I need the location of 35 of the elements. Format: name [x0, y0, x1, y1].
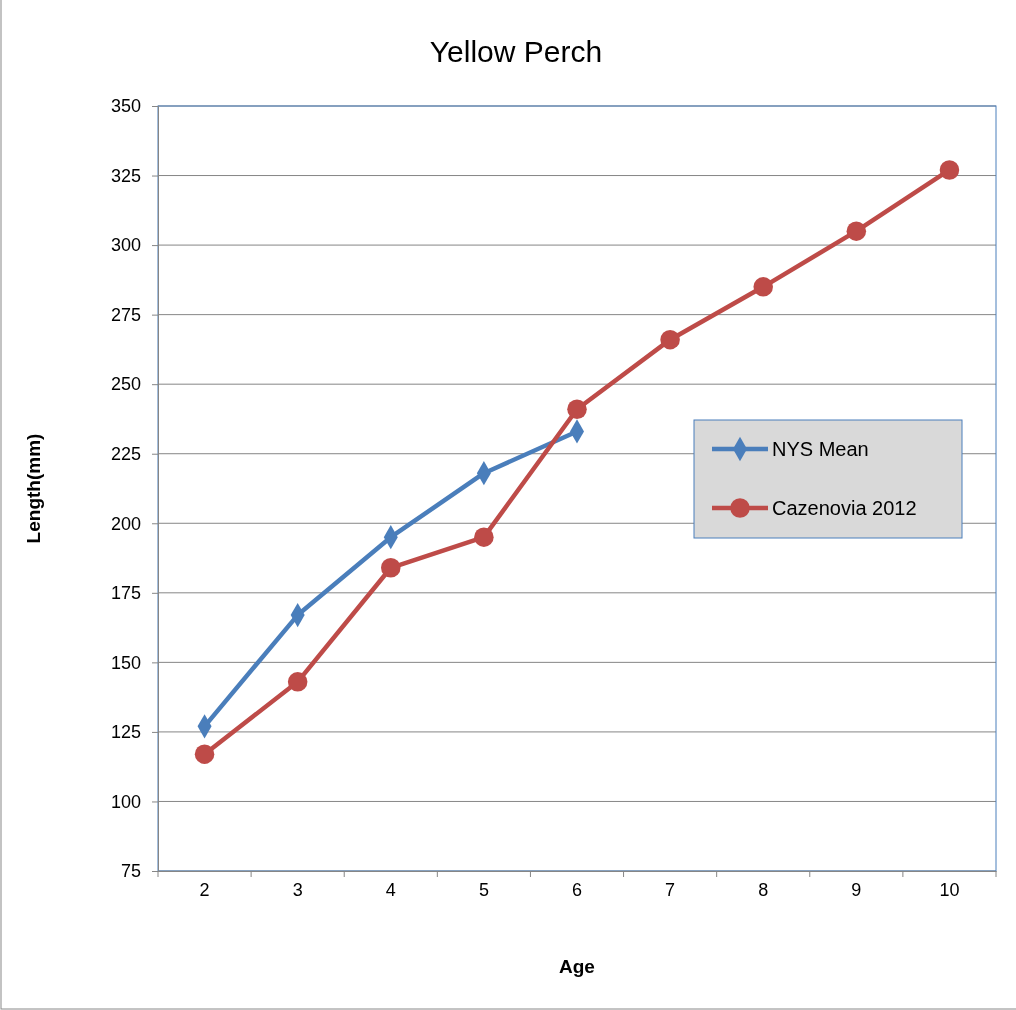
- y-tick-label: 75: [120, 861, 141, 882]
- point: [939, 160, 960, 180]
- y-tick-label: 250: [110, 374, 141, 395]
- x-axis-title: Age: [559, 956, 595, 977]
- point: [660, 329, 680, 350]
- chart-title: Yellow Perch: [429, 35, 603, 68]
- y-tick-label: 125: [110, 722, 141, 743]
- y-tick-label: 225: [110, 443, 141, 464]
- y-tick-label: 300: [110, 235, 141, 256]
- legend-label: NYS Mean: [772, 438, 869, 460]
- x-tick-label: 3: [292, 880, 303, 900]
- x-tick-label: 10: [939, 880, 960, 900]
- y-axis-title: Length(mm): [23, 433, 44, 544]
- y-tick-label: 175: [110, 583, 141, 604]
- legend-label: Cazenovia 2012: [772, 497, 917, 519]
- y-tick-label: 150: [110, 652, 141, 673]
- y-tick-label: 200: [110, 513, 141, 534]
- x-tick-label: 6: [571, 880, 583, 900]
- x-tick-label: 5: [478, 880, 489, 900]
- point: [381, 558, 401, 578]
- y-tick-label: 100: [110, 791, 141, 812]
- y-tick-label: 350: [110, 96, 141, 117]
- point: [846, 221, 867, 241]
- point: [287, 672, 308, 692]
- x-tick-label: 8: [758, 880, 769, 900]
- y-tick-label: 325: [110, 165, 141, 186]
- point: [474, 527, 494, 547]
- point: [194, 744, 215, 764]
- point: [753, 277, 773, 297]
- x-tick-label: 2: [199, 880, 210, 900]
- y-tick-label: 275: [110, 304, 141, 325]
- x-tick-label: 4: [385, 880, 396, 900]
- x-tick-label: 9: [851, 880, 862, 900]
- point: [567, 399, 587, 419]
- x-tick-label: 7: [665, 880, 676, 900]
